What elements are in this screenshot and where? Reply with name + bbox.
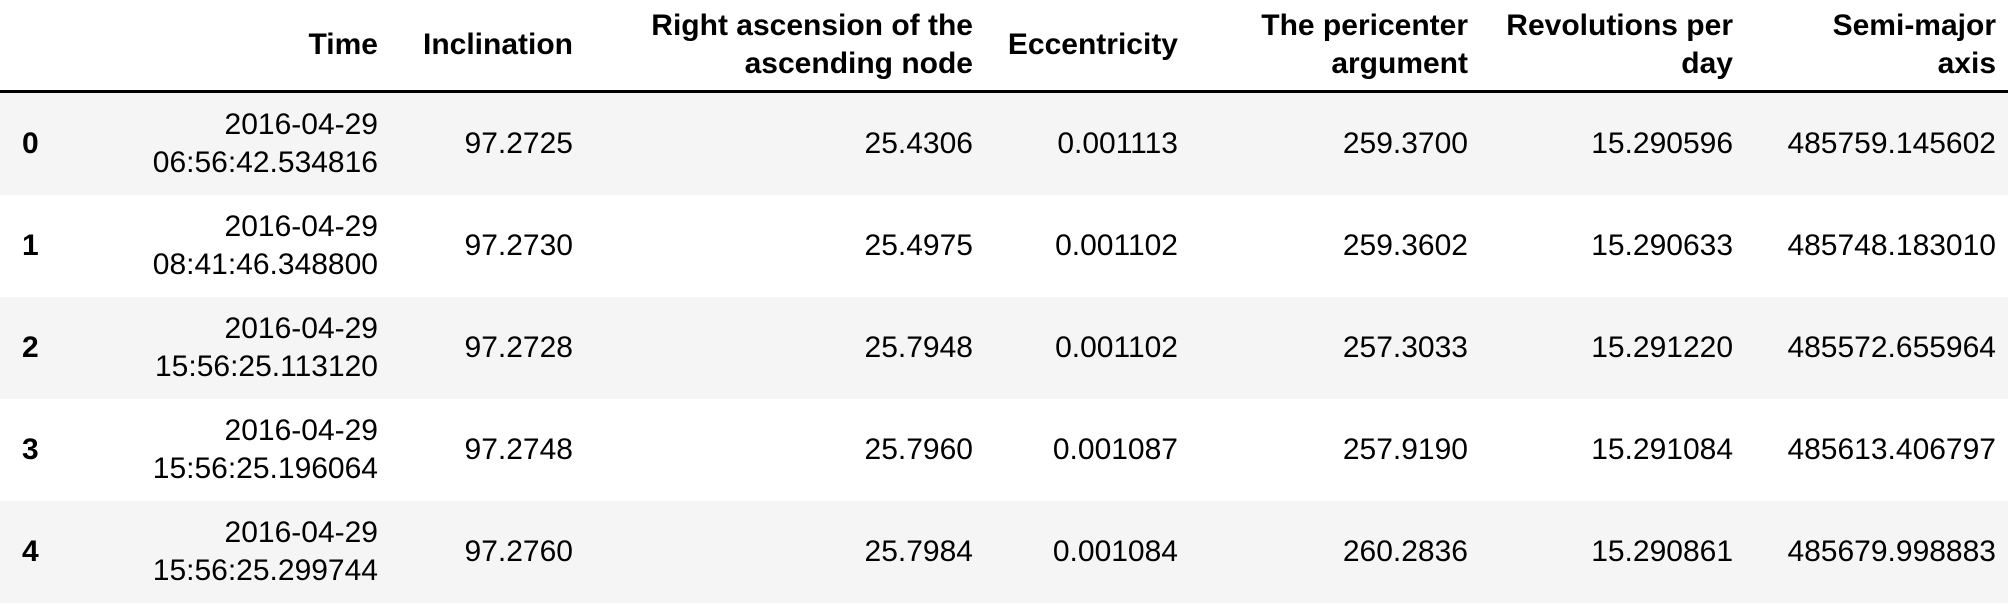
cell-eccentricity: 0.001113	[1057, 127, 1178, 160]
cell-pericenter-argument: 259.3700	[1342, 127, 1468, 160]
column-header-pericenter-argument: The pericenter argument	[1190, 0, 1480, 93]
table-body: 0 2016-04-29 06:56:42.534816 97.2725 25.…	[0, 91, 2008, 603]
cell-inclination: 97.2725	[464, 127, 573, 160]
column-header-eccentricity: Eccentricity	[985, 0, 1190, 93]
column-header-inclination: Inclination	[390, 0, 585, 93]
cell-right-ascension: 25.7948	[864, 331, 973, 364]
cell-revolutions-per-day: 15.290596	[1591, 127, 1733, 160]
cell-semi-major-axis: 485679.998883	[1787, 535, 1996, 568]
cell-inclination: 97.2728	[464, 331, 573, 364]
column-header-right-ascension: Right ascension of the ascending node	[585, 0, 985, 93]
table-row: 1 2016-04-29 08:41:46.348800 97.2730 25.…	[0, 195, 2008, 297]
cell-revolutions-per-day: 15.291084	[1591, 433, 1733, 466]
cell-pericenter-argument: 260.2836	[1342, 535, 1468, 568]
cell-revolutions-per-day: 15.290633	[1591, 229, 1733, 262]
table-header: Time Inclination Right ascension of the …	[0, 0, 2008, 93]
cell-time: 2016-04-29 08:41:46.348800	[152, 210, 378, 281]
cell-semi-major-axis: 485759.145602	[1787, 127, 1996, 160]
column-header-semi-major-axis: Semi-major axis	[1745, 0, 2008, 93]
cell-pericenter-argument: 257.9190	[1342, 433, 1468, 466]
cell-time: 2016-04-29 15:56:25.299744	[152, 516, 378, 587]
cell-semi-major-axis: 485748.183010	[1787, 229, 1996, 262]
cell-eccentricity: 0.001084	[1052, 535, 1178, 568]
cell-inclination: 97.2760	[464, 535, 573, 568]
cell-right-ascension: 25.7984	[864, 535, 973, 568]
column-header-revolutions-per-day: Revolutions per day	[1480, 0, 1745, 93]
row-index: 3	[22, 433, 39, 466]
row-index: 4	[22, 535, 39, 568]
cell-eccentricity: 0.001087	[1052, 433, 1178, 466]
table-row: 4 2016-04-29 15:56:25.299744 97.2760 25.…	[0, 501, 2008, 603]
cell-eccentricity: 0.001102	[1055, 229, 1178, 262]
cell-revolutions-per-day: 15.291220	[1591, 331, 1733, 364]
cell-time: 2016-04-29 15:56:25.196064	[152, 414, 378, 485]
table-row: 0 2016-04-29 06:56:42.534816 97.2725 25.…	[0, 91, 2008, 195]
cell-revolutions-per-day: 15.290861	[1591, 535, 1733, 568]
cell-inclination: 97.2730	[464, 229, 573, 262]
row-index: 2	[22, 331, 39, 364]
cell-right-ascension: 25.4975	[864, 229, 973, 262]
column-header-index	[0, 0, 62, 93]
cell-time: 2016-04-29 06:56:42.534816	[152, 108, 378, 179]
table-row: 2 2016-04-29 15:56:25.113120 97.2728 25.…	[0, 297, 2008, 399]
cell-inclination: 97.2748	[464, 433, 573, 466]
row-index: 1	[22, 229, 39, 262]
cell-right-ascension: 25.4306	[864, 127, 973, 160]
cell-eccentricity: 0.001102	[1055, 331, 1178, 364]
cell-pericenter-argument: 257.3033	[1342, 331, 1468, 364]
column-header-time: Time	[62, 0, 390, 93]
cell-time: 2016-04-29 15:56:25.113120	[155, 312, 378, 383]
cell-right-ascension: 25.7960	[864, 433, 973, 466]
cell-semi-major-axis: 485572.655964	[1787, 331, 1996, 364]
header-row: Time Inclination Right ascension of the …	[0, 0, 2008, 93]
row-index: 0	[22, 127, 39, 160]
table-row: 3 2016-04-29 15:56:25.196064 97.2748 25.…	[0, 399, 2008, 501]
cell-semi-major-axis: 485613.406797	[1787, 433, 1996, 466]
cell-pericenter-argument: 259.3602	[1342, 229, 1468, 262]
